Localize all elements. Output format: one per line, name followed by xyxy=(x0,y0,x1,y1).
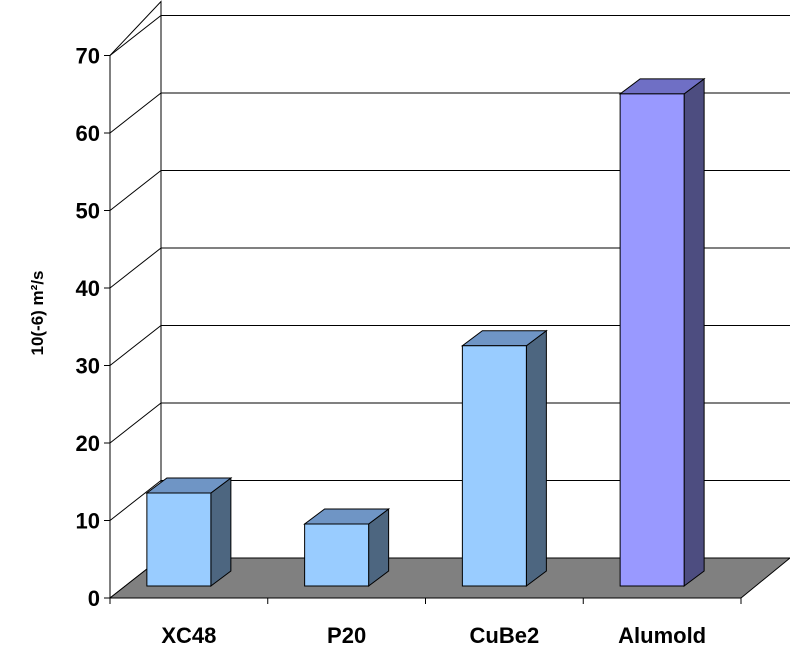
y-tick-label: 20 xyxy=(76,431,100,456)
y-axis-label: 10(-6) m²/s xyxy=(28,270,47,355)
bar-side xyxy=(525,329,547,587)
gridline xyxy=(109,247,790,289)
bars xyxy=(145,77,706,587)
x-tick-label: Alumold xyxy=(618,623,706,647)
y-tick-label: 50 xyxy=(76,199,100,224)
bar xyxy=(618,77,706,587)
bar-side xyxy=(210,477,232,587)
y-tick-label: 40 xyxy=(76,276,100,301)
bar-front xyxy=(304,523,370,587)
y-tick-label: 10 xyxy=(76,509,100,534)
gridline xyxy=(109,480,790,521)
chart-walls xyxy=(108,0,790,600)
bar-front xyxy=(146,492,212,587)
gridline xyxy=(109,170,790,211)
bar xyxy=(303,508,391,587)
x-tick-label: CuBe2 xyxy=(470,623,540,647)
bar xyxy=(460,329,548,587)
y-tick-label: 70 xyxy=(76,44,100,69)
y-tick-label: 60 xyxy=(76,121,100,146)
bar-front xyxy=(461,345,527,587)
axes xyxy=(104,55,742,604)
gridline xyxy=(109,15,790,56)
x-tick-label: XC48 xyxy=(161,623,216,647)
gridline xyxy=(109,402,790,444)
gridline xyxy=(109,325,790,366)
bar-side xyxy=(683,77,705,587)
bar-front xyxy=(619,93,685,587)
x-tick-label: P20 xyxy=(327,623,366,647)
y-tick-label: 30 xyxy=(76,354,100,379)
labels: 0 10 20 30 40 50 60 70 XC48 P20 CuBe2 Alumold xyxy=(76,44,707,647)
y-tick-label: 0 xyxy=(88,586,100,611)
gridline xyxy=(109,92,790,134)
bar xyxy=(145,477,233,587)
